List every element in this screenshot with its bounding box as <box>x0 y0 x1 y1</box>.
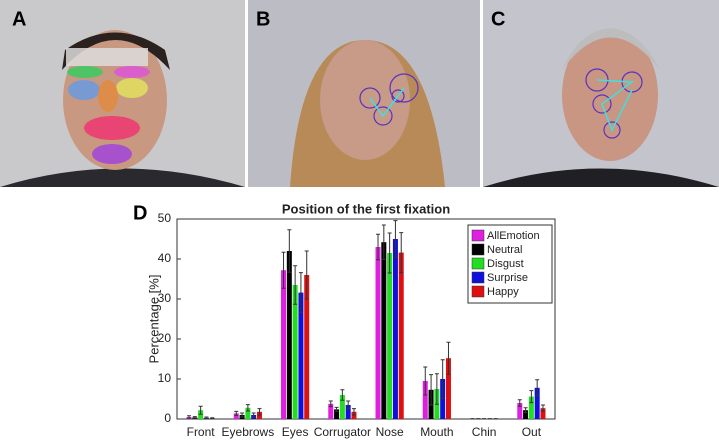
error-bar <box>351 408 356 416</box>
bar <box>375 247 381 419</box>
y-tick-label: 50 <box>158 211 172 225</box>
legend-label: Neutral <box>487 244 522 256</box>
legend-swatch <box>471 257 485 270</box>
legend-label: AllEmotion <box>487 230 540 242</box>
x-tick-label: Chin <box>472 425 497 439</box>
panel-label: D <box>133 202 147 224</box>
error-bar <box>434 373 439 405</box>
error-bar <box>529 390 534 404</box>
y-tick-label: 10 <box>158 371 172 385</box>
error-bar <box>204 416 209 420</box>
x-tick-label: Eyes <box>282 425 309 439</box>
error-bar <box>381 224 386 260</box>
x-tick-label: Nose <box>376 425 404 439</box>
bar <box>540 408 546 419</box>
legend-swatch <box>471 271 485 284</box>
legend-swatch <box>471 285 485 298</box>
error-bar <box>293 265 298 305</box>
panel-label: B <box>256 8 270 30</box>
error-bar <box>540 404 545 412</box>
error-bar <box>376 233 381 261</box>
bar <box>440 379 446 419</box>
bar <box>445 358 451 419</box>
error-bar <box>187 415 192 419</box>
error-bar <box>281 251 286 289</box>
error-bar <box>517 399 522 407</box>
photo-c <box>483 0 719 187</box>
error-bar <box>304 250 309 300</box>
bar <box>281 270 287 419</box>
photo-b <box>248 0 480 187</box>
legend-swatch <box>471 243 485 256</box>
y-tick-label: 0 <box>164 411 171 425</box>
error-bar <box>234 410 239 416</box>
legend-label: Disgust <box>487 258 524 270</box>
bar <box>398 252 404 419</box>
bar <box>387 253 393 419</box>
bar <box>304 275 310 419</box>
bar <box>233 413 239 419</box>
error-bar <box>287 229 292 273</box>
error-bar <box>298 272 303 314</box>
bar <box>245 407 251 419</box>
error-bar <box>346 400 351 410</box>
error-bar <box>240 412 245 418</box>
legend-label: Happy <box>487 286 519 298</box>
error-bar <box>387 232 392 274</box>
legend-swatch <box>471 229 485 242</box>
error-bar <box>210 417 215 420</box>
y-tick-label: 20 <box>158 331 172 345</box>
error-bar <box>429 374 434 406</box>
error-bar <box>446 341 451 375</box>
bar <box>523 410 529 419</box>
bar <box>517 403 523 419</box>
bar <box>328 403 334 419</box>
x-tick-label: Mouth <box>420 425 453 439</box>
y-axis-label: Percentage [%] <box>146 275 161 364</box>
bar <box>298 292 304 419</box>
x-tick-label: Front <box>187 425 216 439</box>
error-bar <box>423 366 428 396</box>
bar <box>392 239 398 419</box>
y-tick-label: 40 <box>158 251 172 265</box>
bar <box>334 409 340 419</box>
x-tick-label: Corrugator <box>314 425 371 439</box>
x-tick-label: Eyebrows <box>222 425 275 439</box>
bar <box>534 387 540 419</box>
error-bar <box>328 400 333 408</box>
bar <box>345 405 351 419</box>
plot-frame <box>176 218 556 420</box>
bar <box>528 396 534 419</box>
error-bar <box>535 379 540 397</box>
error-bar <box>340 389 345 401</box>
bar <box>292 285 298 419</box>
error-bar <box>334 406 339 412</box>
error-bar <box>192 416 197 419</box>
bar <box>381 242 387 419</box>
photo-a <box>0 0 245 187</box>
y-tick-label: 30 <box>158 291 172 305</box>
panel-label: C <box>491 8 505 30</box>
error-bar <box>257 408 262 416</box>
error-bar <box>251 412 256 418</box>
bar <box>422 381 428 419</box>
legend-label: Surprise <box>487 272 528 284</box>
error-bar <box>523 407 528 414</box>
error-bar <box>393 220 398 258</box>
bar <box>339 395 345 419</box>
panel-label: A <box>12 8 26 30</box>
x-tick-label: Out <box>522 425 542 439</box>
error-bar <box>198 405 203 415</box>
error-bar <box>440 359 445 399</box>
chart-title: Position of the first fixation <box>282 201 450 216</box>
bar <box>286 251 292 419</box>
error-bar <box>399 232 404 274</box>
error-bar <box>245 404 250 412</box>
